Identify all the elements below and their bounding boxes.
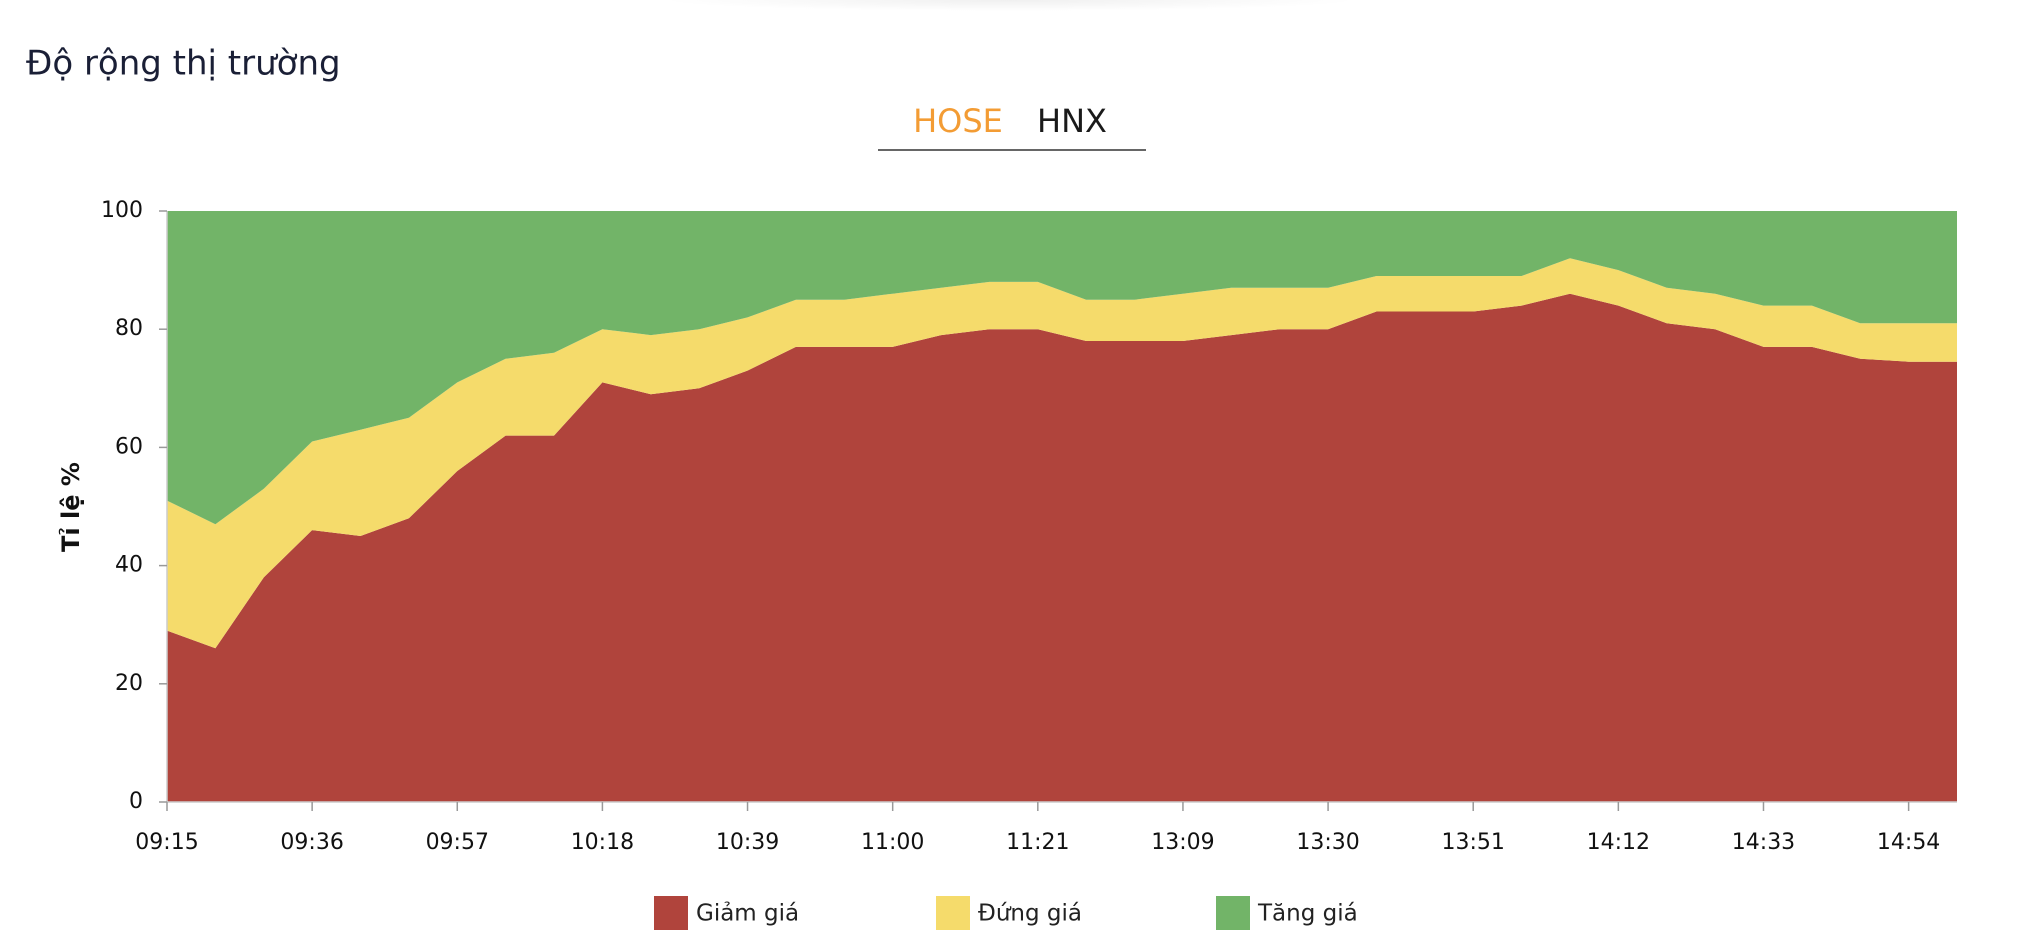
x-tick-label: 09:36 [280, 830, 343, 855]
y-axis-title: Tỉ lệ % [57, 462, 85, 552]
x-tick-label: 10:18 [571, 830, 634, 855]
y-tick-label: 40 [115, 553, 143, 578]
legend-swatch [936, 896, 970, 930]
x-tick-label: 13:30 [1296, 830, 1359, 855]
tab-bar: HOSE HNX [878, 102, 1146, 151]
tab[interactable]: HNX [1037, 102, 1107, 140]
x-tick-label: 11:21 [1006, 830, 1069, 855]
card-shadow [660, 0, 1360, 22]
legend-label[interactable]: Tăng giá [1257, 901, 1358, 927]
x-tick-label: 14:54 [1877, 830, 1940, 855]
page-title: Độ rộng thị trường [26, 44, 341, 84]
legend-label[interactable]: Giảm giá [696, 901, 799, 927]
area [167, 211, 1957, 525]
tab[interactable]: HOSE [913, 102, 1003, 140]
y-tick-label: 0 [129, 789, 143, 814]
legend-label[interactable]: Đứng giá [978, 901, 1082, 927]
y-tick-label: 60 [115, 434, 143, 459]
x-tick-label: 11:00 [861, 830, 924, 855]
area [167, 293, 1957, 802]
x-tick-label: 09:57 [426, 830, 489, 855]
legend-swatch [1216, 896, 1250, 930]
y-tick-label: 80 [115, 316, 143, 341]
y-tick-label: 20 [115, 671, 143, 696]
x-tick-label: 10:39 [716, 830, 779, 855]
legend-swatch [654, 896, 688, 930]
area [167, 258, 1957, 649]
y-tick-label: 100 [101, 198, 143, 223]
plot-area: 0 20 40 60 80 100 09:15 09:36 09:57 10:18 10:39 11:… [57, 198, 1957, 930]
x-tick-label: 13:51 [1442, 830, 1505, 855]
x-tick-label: 14:12 [1587, 830, 1650, 855]
x-tick-label: 14:33 [1732, 830, 1795, 855]
x-tick-label: 09:15 [135, 830, 198, 855]
x-tick-label: 13:09 [1151, 830, 1214, 855]
